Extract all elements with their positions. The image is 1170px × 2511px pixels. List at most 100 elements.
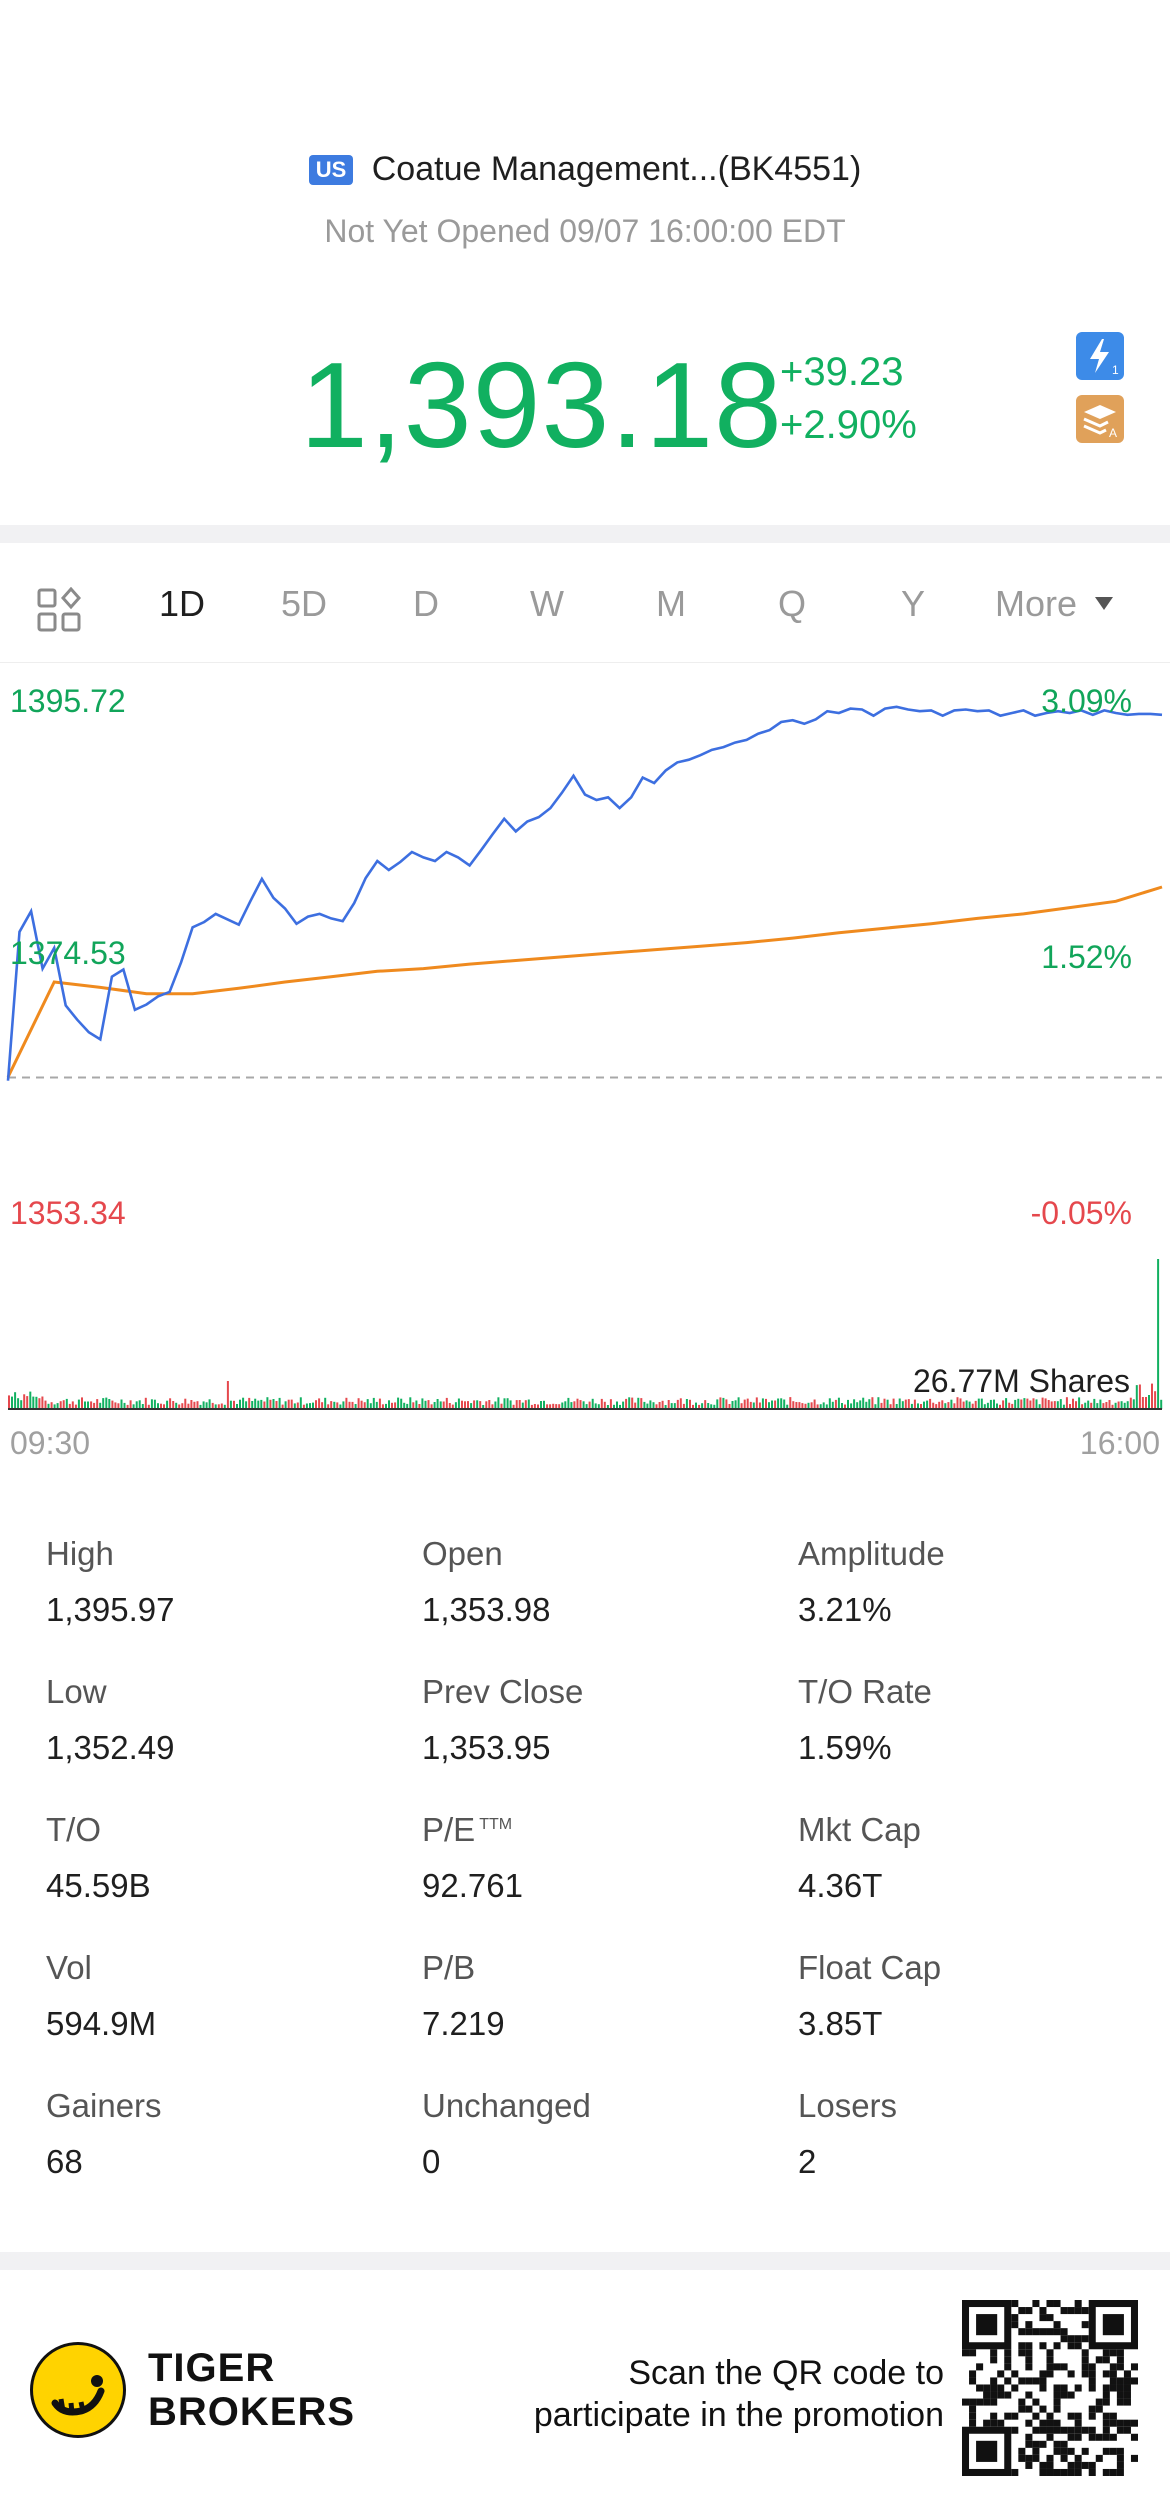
stat-turnover-rate: T/O Rate 1.59%	[798, 1673, 932, 1767]
volume-bar	[135, 1401, 138, 1409]
volume-bar	[309, 1403, 311, 1409]
volume-bar	[71, 1401, 74, 1409]
volume-bar	[357, 1398, 360, 1409]
volume-bar	[470, 1403, 473, 1409]
volume-bar	[272, 1399, 275, 1409]
volume-bar	[1157, 1259, 1160, 1409]
volume-bar	[251, 1401, 254, 1409]
volume-bar	[816, 1404, 819, 1409]
volume-bar	[412, 1402, 415, 1409]
volume-bar	[889, 1404, 892, 1409]
volume-bar	[761, 1398, 764, 1409]
volume-bar	[813, 1399, 816, 1409]
tab-q[interactable]: Q	[777, 583, 806, 624]
volume-bar	[290, 1399, 293, 1409]
volume-bar	[381, 1404, 384, 1409]
volume-bar	[1117, 1401, 1120, 1409]
volume-bar	[1075, 1401, 1077, 1409]
period-tabs: 1D 5D D W M Q Y More	[0, 543, 1170, 663]
grid-icon[interactable]	[36, 586, 82, 633]
tab-y[interactable]: Y	[900, 583, 925, 624]
volume-bar	[372, 1397, 375, 1409]
volume-bar	[114, 1402, 117, 1409]
volume-bar	[996, 1403, 998, 1409]
volume-bar	[898, 1398, 901, 1409]
volume-bar	[920, 1404, 922, 1409]
stat-value: 3.21%	[798, 1591, 892, 1628]
tab-w[interactable]: W	[530, 583, 564, 624]
tab-d[interactable]: D	[413, 583, 439, 624]
volume-bar	[503, 1398, 506, 1409]
volume-bar	[740, 1403, 743, 1409]
stat-value: 0	[422, 2143, 441, 2180]
volume-bar	[959, 1398, 962, 1409]
stat-label: Float Cap	[798, 1949, 942, 1986]
volume-bar	[667, 1400, 670, 1409]
caret-down-icon	[1095, 597, 1114, 610]
stack-icon[interactable]: A	[1076, 395, 1124, 443]
y-axis-max-label: 1395.72	[10, 683, 126, 719]
stat-volume: Vol 594.9M	[46, 1949, 156, 2043]
volume-bar	[594, 1403, 597, 1409]
stat-label: Unchanged	[422, 2087, 591, 2124]
market-badge: US	[308, 154, 354, 185]
volume-bar	[713, 1404, 716, 1409]
volume-bar	[865, 1401, 868, 1409]
volume-bar	[457, 1398, 460, 1409]
tab-m[interactable]: M	[656, 583, 686, 624]
volume-bar	[59, 1401, 62, 1409]
volume-bar	[1123, 1402, 1126, 1409]
stat-open: Open 1,353.98	[422, 1535, 550, 1629]
volume-bar	[913, 1399, 916, 1409]
volume-bar	[518, 1400, 521, 1409]
stat-label: High	[46, 1535, 114, 1572]
volume-bar	[1141, 1397, 1144, 1409]
volume-bar	[327, 1404, 330, 1409]
tab-more[interactable]: More	[995, 583, 1135, 625]
volume-bar	[257, 1400, 260, 1409]
volume-bar	[1044, 1398, 1047, 1409]
flash-icon[interactable]: 1	[1076, 332, 1124, 380]
volume-bar	[692, 1404, 694, 1409]
volume-bar	[737, 1397, 740, 1409]
volume-bar	[305, 1403, 308, 1409]
volume-bar	[567, 1397, 570, 1409]
volume-bar	[302, 1404, 305, 1409]
volume-bar	[494, 1401, 497, 1409]
volume-bar	[1065, 1397, 1068, 1409]
volume-bar	[789, 1397, 792, 1409]
stat-value: 1,352.49	[46, 1729, 175, 1766]
volume-bar	[491, 1404, 494, 1409]
qr-code-icon[interactable]	[962, 2300, 1138, 2476]
volume-bar	[160, 1403, 162, 1409]
volume-bar	[312, 1402, 314, 1409]
tab-1d[interactable]: 1D	[158, 583, 206, 624]
section-divider	[0, 525, 1170, 543]
volume-bar	[1096, 1403, 1099, 1409]
intraday-chart[interactable]: 1395.72 3.09% 1374.53 1.52% 1353.34 -0.0…	[0, 663, 1170, 1463]
volume-bar	[436, 1399, 439, 1409]
stat-value: 68	[46, 2143, 83, 2180]
volume-bar	[293, 1403, 296, 1409]
volume-bar	[616, 1401, 618, 1409]
volume-bar	[874, 1404, 877, 1409]
volume-bar	[467, 1401, 469, 1409]
x-axis-end-label: 16:00	[1079, 1425, 1160, 1461]
volume-bar	[99, 1402, 102, 1409]
volume-bar	[698, 1404, 701, 1409]
volume-bar	[187, 1403, 190, 1409]
volume-bar	[1151, 1383, 1153, 1409]
tab-5d[interactable]: 5D	[280, 583, 328, 624]
volume-bar	[941, 1400, 944, 1409]
volume-bar	[445, 1397, 448, 1409]
market-status: Not Yet Opened 09/07 16:00:00 EDT	[324, 213, 846, 249]
volume-bar	[169, 1398, 172, 1409]
volume-bar	[977, 1398, 980, 1409]
volume-bar	[266, 1397, 269, 1409]
volume-bar	[369, 1403, 372, 1409]
volume-bar	[1023, 1398, 1026, 1409]
volume-bar	[1160, 1399, 1163, 1409]
stock-title[interactable]: Coatue Management...(BK4551)	[371, 150, 862, 188]
volume-bar	[360, 1400, 363, 1409]
stat-pb: P/B 7.219	[422, 1949, 505, 2043]
